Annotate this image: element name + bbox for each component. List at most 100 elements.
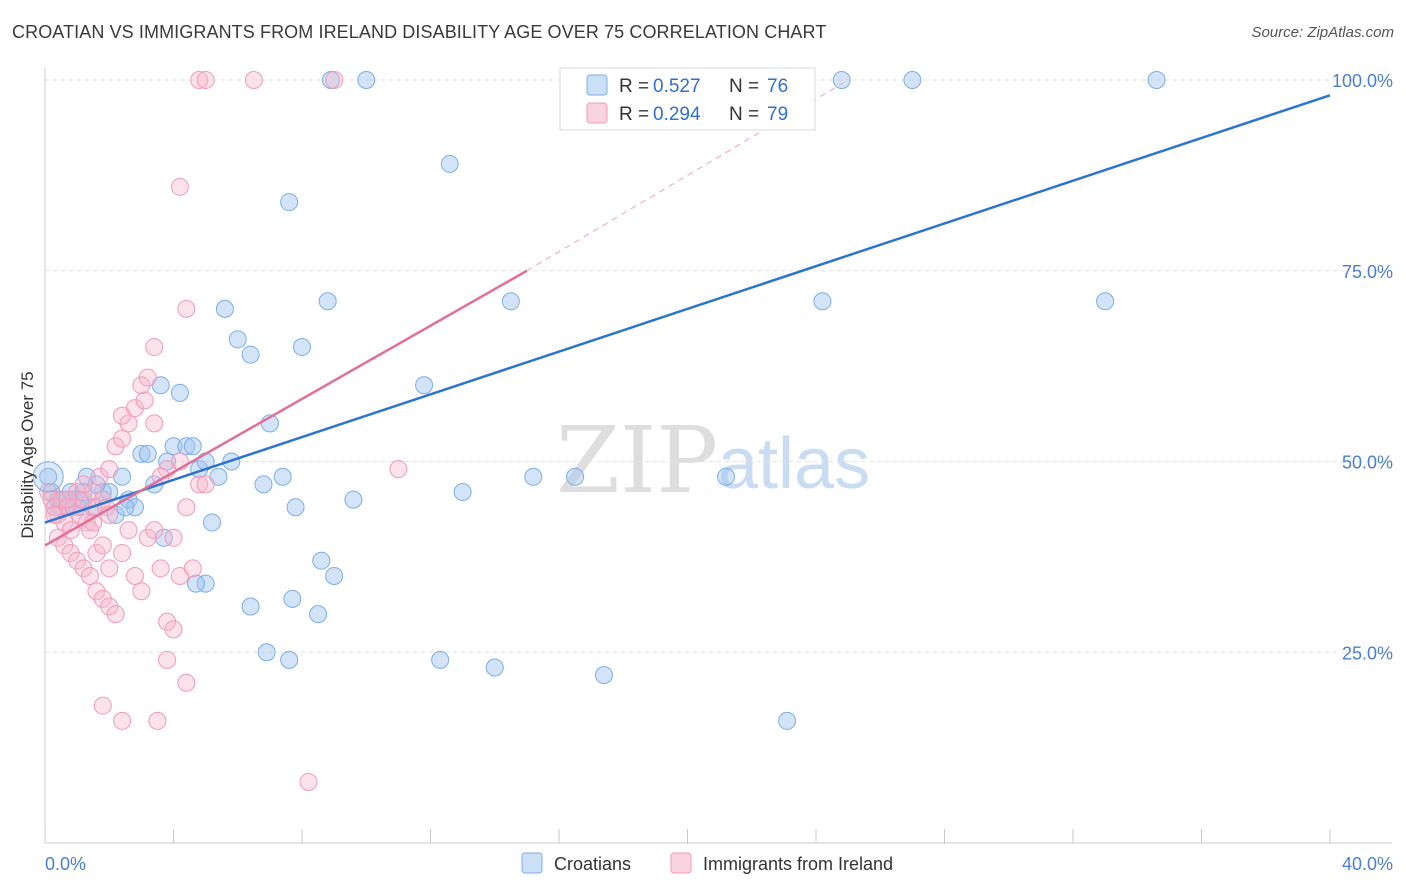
point-croatians [1096, 292, 1115, 311]
point-ireland [132, 376, 151, 395]
y-tick-label: 50.0% [1342, 453, 1393, 473]
point-ireland [100, 460, 119, 479]
watermark-zip: ZIP [556, 407, 718, 514]
point-ireland [138, 528, 157, 547]
point-croatians [357, 71, 376, 89]
point-croatians [431, 650, 450, 669]
point-ireland [190, 71, 209, 89]
x-tick-label-max: 40.0% [1342, 854, 1393, 874]
point-ireland [113, 406, 132, 425]
legend-n-label-1: N = [729, 76, 759, 97]
legend-swatch-croatians [586, 74, 608, 96]
y-axis-title: Disability Age Over 75 [18, 371, 37, 538]
point-ireland [164, 620, 183, 639]
point-ireland [177, 498, 196, 517]
point-croatians [717, 467, 736, 486]
point-croatians [440, 154, 459, 173]
point-ireland [90, 467, 109, 486]
point-ireland [196, 475, 215, 494]
point-ireland [93, 536, 112, 555]
point-croatians [813, 292, 832, 311]
point-croatians [196, 574, 215, 593]
point-croatians [138, 444, 157, 463]
point-ireland [100, 559, 119, 578]
point-ireland [61, 544, 80, 563]
point-croatians [309, 605, 328, 624]
legend-r-value-1: 0.527 [653, 76, 701, 97]
point-croatians [39, 467, 58, 486]
chart-title: CROATIAN VS IMMIGRANTS FROM IRELAND DISA… [12, 22, 827, 42]
point-ireland [299, 772, 318, 791]
point-ireland [158, 650, 177, 669]
point-croatians [415, 376, 434, 395]
legend-n-value-1: 76 [767, 76, 788, 97]
point-croatians [594, 666, 613, 685]
point-ireland [389, 460, 408, 479]
point-ireland [55, 536, 74, 555]
point-ireland [135, 391, 154, 410]
point-croatians [566, 467, 585, 486]
point-croatians [257, 643, 276, 662]
series-legend: Croatians Immigrants from Ireland [521, 852, 893, 874]
point-ireland [145, 338, 164, 357]
point-croatians [93, 483, 112, 502]
chart-source: Source: ZipAtlas.com [1251, 24, 1394, 41]
point-ireland [84, 483, 103, 502]
point-ireland [80, 566, 99, 585]
point-ireland [100, 597, 119, 616]
legend-r-value-2: 0.294 [653, 104, 701, 125]
point-ireland [151, 559, 170, 578]
point-croatians [524, 467, 543, 486]
point-croatians [778, 711, 797, 730]
point-croatians-large [32, 461, 64, 493]
point-ireland [132, 582, 151, 601]
point-ireland [244, 71, 263, 89]
bottom-legend-ireland: Immigrants from Ireland [703, 854, 893, 874]
point-ireland [170, 177, 189, 196]
point-ireland [164, 528, 183, 547]
point-croatians [286, 498, 305, 517]
point-croatians [344, 490, 363, 509]
legend-r-label-1: R = [619, 76, 649, 97]
y-tick-label: 100.0% [1332, 71, 1393, 91]
point-croatians [186, 574, 205, 593]
point-ireland [93, 589, 112, 608]
point-ireland [196, 71, 215, 89]
gridlines [45, 79, 1392, 653]
x-tick-label-min: 0.0% [45, 854, 86, 874]
bottom-legend-swatch-croatians [521, 852, 543, 874]
trend-line-ireland [44, 269, 528, 547]
y-tick-label: 25.0% [1342, 643, 1393, 663]
point-ireland [177, 299, 196, 318]
point-ireland [74, 475, 93, 494]
legend-swatch-ireland [586, 102, 608, 124]
trend-line-croatians [44, 94, 1331, 524]
point-ireland [74, 559, 93, 578]
watermark-atlas: atlas [718, 424, 870, 504]
point-croatians [453, 483, 472, 502]
point-croatians [293, 338, 311, 357]
legend-r-label-2: R = [619, 104, 649, 125]
point-croatians [241, 597, 260, 616]
point-croatians [228, 330, 247, 349]
point-ireland [148, 711, 167, 730]
axes: 25.0% 50.0% 75.0% 100.0% 0.0% 40.0% [44, 68, 1393, 874]
point-croatians [158, 452, 177, 471]
point-ireland [158, 612, 177, 631]
point-croatians [280, 193, 299, 212]
point-ireland [177, 673, 196, 692]
point-croatians [164, 437, 183, 456]
point-croatians [283, 589, 302, 608]
point-ireland [106, 605, 125, 624]
point-ireland [145, 414, 164, 433]
point-ireland [183, 559, 202, 578]
point-ireland [325, 71, 344, 89]
point-ireland [125, 566, 144, 585]
point-croatians [125, 498, 144, 517]
point-ireland [119, 414, 138, 433]
point-croatians [1147, 71, 1166, 89]
point-croatians [312, 551, 331, 570]
point-croatians [241, 345, 260, 364]
point-ireland [87, 544, 106, 563]
point-croatians [254, 475, 273, 494]
